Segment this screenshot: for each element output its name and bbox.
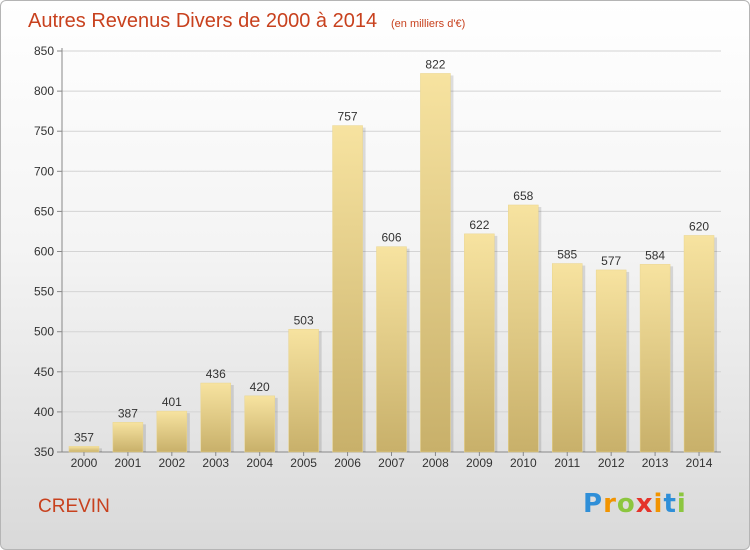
y-tick-label: 450 [34, 365, 54, 379]
value-label-2010: 658 [513, 189, 533, 203]
proxiti-logo[interactable]: Proxiti [583, 489, 687, 519]
x-tick-label-2010: 2010 [510, 456, 537, 470]
value-label-2006: 757 [338, 110, 358, 124]
bar-2014[interactable] [683, 235, 715, 453]
value-label-2004: 420 [250, 380, 270, 394]
bar-2013[interactable] [639, 264, 671, 453]
value-labels: 357 387 401 436 420 503 757 606 822 622 658 585 577 5… [74, 57, 709, 444]
y-tick-label: 750 [34, 124, 54, 138]
x-tick-label-2005: 2005 [290, 456, 317, 470]
x-tick-label-2008: 2008 [422, 456, 449, 470]
x-tick-label-2001: 2001 [115, 456, 142, 470]
value-label-2012: 577 [601, 254, 621, 268]
x-tick-label-2014: 2014 [686, 456, 713, 470]
x-tick-label-2006: 2006 [334, 456, 361, 470]
value-label-2001: 387 [118, 406, 138, 420]
bar-2004[interactable] [244, 395, 275, 453]
value-label-2005: 503 [294, 313, 314, 327]
y-tick-label: 400 [34, 405, 54, 419]
logo-letter: t [663, 489, 677, 519]
bar-2008[interactable] [420, 73, 451, 453]
y-tick-label: 600 [34, 245, 54, 259]
bar-2003[interactable] [200, 382, 232, 453]
x-tick-label-2011: 2011 [554, 456, 580, 470]
bar-2009[interactable] [464, 233, 495, 453]
y-tick-label: 800 [34, 84, 54, 98]
y-axis-ticks: 350 400 450 500 550 600 650 700 750 800 850 [34, 44, 62, 459]
x-axis-ticks: 2000 2001 2002 2003 2004 2005 2006 2007 2008 2009… [71, 452, 713, 470]
x-tick-label-2002: 2002 [158, 456, 185, 470]
x-tick-label-2013: 2013 [642, 456, 669, 470]
y-tick-label: 350 [34, 445, 54, 459]
y-tick-label: 850 [34, 44, 54, 58]
y-tick-label: 650 [34, 204, 54, 218]
value-label-2007: 606 [381, 231, 401, 245]
logo-letter: o [616, 489, 636, 519]
place-name: CREVIN [38, 496, 110, 517]
bar-2011[interactable] [551, 263, 583, 453]
logo-letter: x [635, 489, 654, 519]
bar-2006[interactable] [332, 125, 363, 453]
value-label-2003: 436 [206, 367, 226, 381]
bar-2005[interactable] [288, 329, 319, 453]
bar-2002[interactable] [156, 410, 188, 453]
y-tick-label: 700 [34, 164, 54, 178]
bar-2007[interactable] [376, 246, 407, 453]
value-label-2008: 822 [425, 57, 445, 71]
logo-letter: P [583, 489, 604, 519]
value-label-2009: 622 [469, 218, 489, 232]
logo-letter: i [676, 489, 687, 519]
chart-title: Autres Revenus Divers de 2000 à 2014 [28, 10, 378, 32]
x-tick-label-2003: 2003 [202, 456, 229, 470]
value-label-2002: 401 [162, 395, 182, 409]
value-label-2000: 357 [74, 430, 94, 444]
y-tick-label: 500 [34, 325, 54, 339]
x-tick-label-2007: 2007 [378, 456, 405, 470]
y-tick-label: 550 [34, 285, 54, 299]
x-tick-label-2009: 2009 [466, 456, 493, 470]
x-tick-label-2000: 2000 [71, 456, 98, 470]
logo-letter: r [603, 489, 617, 519]
logo-letter: i [653, 489, 664, 519]
chart-subtitle: (en milliers d'€) [391, 18, 466, 30]
value-label-2011: 585 [557, 248, 577, 262]
bar-2010[interactable] [508, 204, 539, 453]
x-tick-label-2004: 2004 [246, 456, 273, 470]
value-label-2013: 584 [645, 248, 665, 262]
value-label-2014: 620 [689, 219, 709, 233]
bar-2000[interactable] [68, 446, 100, 453]
x-tick-label-2012: 2012 [598, 456, 625, 470]
bar-2012[interactable] [595, 269, 627, 453]
bars [68, 73, 718, 453]
bar-2001[interactable] [112, 422, 144, 453]
